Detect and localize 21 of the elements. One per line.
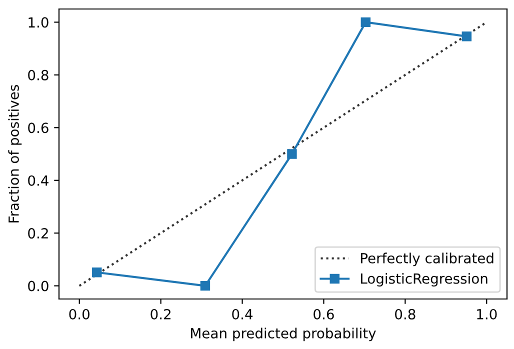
x-axis-title: Mean predicted probability: [191, 328, 376, 342]
x-tick-label: 0.2: [150, 308, 170, 320]
legend-label: Perfectly calibrated: [361, 252, 494, 266]
point: [462, 32, 472, 42]
point: [360, 17, 371, 28]
y-tick-label: 0.8: [28, 70, 48, 80]
x-tick-label: 0.4: [232, 308, 253, 320]
y-tick-label: 0.2: [28, 228, 48, 239]
y-tick-label: 1.0: [28, 17, 48, 28]
y-tick-label: 0.0: [28, 280, 48, 292]
point: [92, 268, 102, 278]
x-tick-label: 0.6: [314, 308, 334, 320]
x-tick-label: 1.0: [477, 308, 497, 320]
legend-label: LogisticRegression: [361, 273, 488, 286]
y-tick-label: 0.4: [28, 175, 48, 186]
y-tick-label: 0.6: [28, 122, 48, 134]
y-axis-title: Fraction of positives: [8, 84, 22, 222]
x-tick-label: 0.8: [395, 308, 416, 320]
point: [287, 149, 297, 159]
x-tick-label: 0.0: [69, 308, 90, 320]
point: [200, 280, 210, 291]
